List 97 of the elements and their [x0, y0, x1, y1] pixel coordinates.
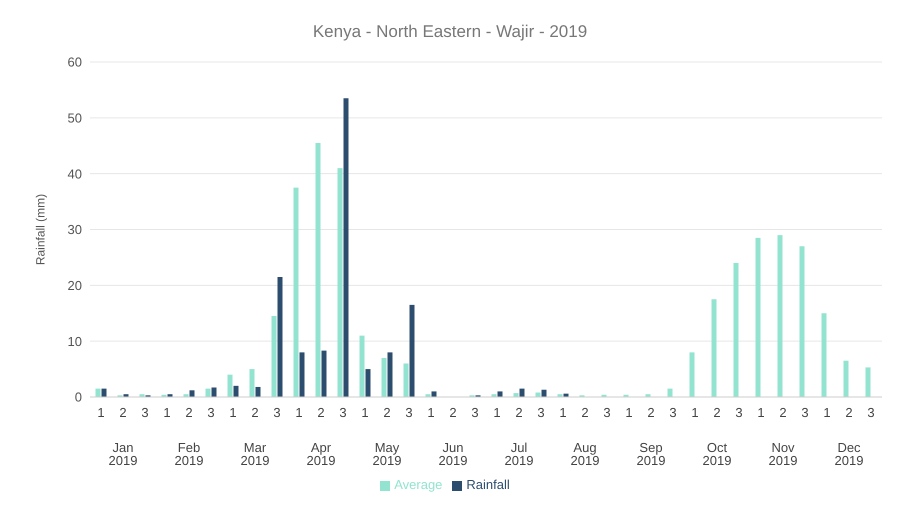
y-axis-title: Rainfall (mm) [33, 194, 48, 266]
x-tick-label: 3 [207, 405, 215, 420]
text: Feb 2019 [174, 440, 204, 468]
chart-title: Kenya - North Eastern - Wajir - 2019 [312, 21, 588, 42]
legend-label: Average [394, 477, 442, 492]
y-tick-label: 50 [68, 110, 82, 126]
x-tick-label: 2 [317, 405, 325, 420]
bar [322, 350, 326, 397]
x-tick-label: 2 [251, 405, 259, 420]
x-tick-label: 3 [603, 405, 611, 420]
bar [778, 235, 782, 397]
text: Sep 2019 [636, 440, 666, 468]
bar [866, 367, 870, 397]
x-tick-label: 1 [559, 405, 567, 420]
x-tick-label: 3 [669, 405, 677, 420]
bar [96, 388, 100, 397]
bar [294, 188, 298, 397]
bar [256, 386, 260, 397]
bar [206, 388, 210, 397]
bar [212, 388, 216, 397]
x-tick-label: 2 [383, 405, 391, 420]
bar [564, 394, 568, 397]
y-tick-label: 0 [74, 390, 82, 405]
x-tick-label: 1 [493, 405, 501, 420]
y-tick-label: 60 [68, 54, 82, 70]
bar [382, 358, 386, 397]
x-tick-label: 3 [273, 405, 281, 420]
x-tick-label: 2 [185, 405, 193, 420]
y-tick-label: 40 [68, 166, 82, 182]
bar [228, 374, 232, 397]
x-tick-label: 2 [845, 405, 853, 420]
bar [800, 246, 804, 397]
bar [756, 238, 760, 397]
bar [410, 304, 414, 397]
bar [712, 299, 716, 397]
x-tick-label: 1 [163, 405, 171, 420]
text: Aug 2019 [570, 440, 600, 468]
x-tick-label: 2 [647, 405, 655, 420]
x-tick-label: 3 [867, 405, 875, 420]
y-tick-label: 30 [68, 222, 82, 238]
x-tick-label: 2 [119, 405, 127, 420]
x-tick-label: 3 [405, 405, 413, 420]
text: May 2019 [372, 440, 402, 468]
bar [344, 98, 348, 397]
bar [300, 352, 304, 397]
text: Dec 2019 [834, 440, 864, 468]
y-tick-label: 10 [68, 334, 82, 349]
x-tick-label: 2 [515, 405, 523, 420]
text: Apr 2019 [306, 440, 336, 468]
legend-label: Rainfall [466, 477, 510, 492]
bar [844, 360, 848, 397]
x-tick-label: 3 [735, 405, 743, 420]
text: Mar 2019 [240, 440, 270, 468]
bar [520, 388, 524, 397]
bar [234, 386, 238, 397]
bar [690, 352, 694, 397]
bar [388, 352, 392, 397]
bar [316, 142, 320, 397]
text: Jul 2019 [504, 440, 534, 468]
x-tick-label: 3 [801, 405, 809, 420]
bar [272, 316, 276, 397]
x-tick-label: 1 [229, 405, 237, 420]
bar [190, 390, 194, 397]
bar [102, 388, 106, 397]
y-tick-label: 20 [68, 278, 82, 293]
text: Nov 2019 [768, 440, 798, 468]
x-tick-label: 1 [691, 405, 699, 420]
x-tick-label: 2 [713, 405, 721, 420]
x-tick-label: 2 [581, 405, 589, 420]
bar [536, 392, 540, 397]
x-tick-label: 3 [141, 405, 149, 420]
x-tick-label: 3 [339, 405, 347, 420]
text: Jan 2019 [108, 440, 138, 468]
x-tick-label: 1 [757, 405, 765, 420]
bar [734, 263, 738, 397]
bar [404, 364, 408, 397]
x-tick-label: 2 [779, 405, 787, 420]
x-tick-label: 1 [361, 405, 369, 420]
text: Jun 2019 [438, 440, 468, 468]
bar [250, 369, 254, 397]
x-tick-label: 1 [97, 405, 105, 420]
x-tick-label: 3 [537, 405, 545, 420]
bar [360, 336, 364, 397]
x-tick-label: 1 [625, 405, 633, 420]
bar [514, 393, 518, 397]
text: Oct 2019 [702, 440, 732, 468]
x-tick-label: 1 [427, 405, 435, 420]
bar [338, 168, 342, 397]
x-tick-label: 1 [295, 405, 303, 420]
x-tick-label: 3 [471, 405, 479, 420]
bar [278, 276, 282, 397]
x-tick-label: 1 [823, 405, 831, 420]
bar [542, 390, 546, 397]
bar [822, 313, 826, 397]
bar [668, 388, 672, 397]
x-tick-label: 2 [449, 405, 457, 420]
bar [366, 369, 370, 397]
